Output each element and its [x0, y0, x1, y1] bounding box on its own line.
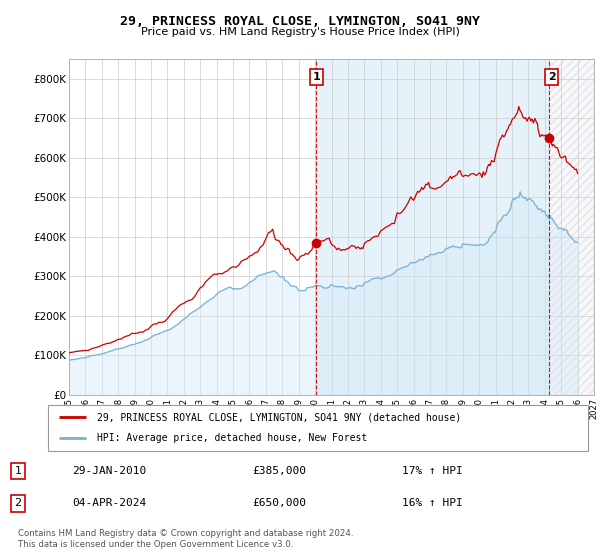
Text: 29, PRINCESS ROYAL CLOSE, LYMINGTON, SO41 9NY: 29, PRINCESS ROYAL CLOSE, LYMINGTON, SO4…: [120, 15, 480, 28]
Text: 04-APR-2024: 04-APR-2024: [72, 498, 146, 508]
Text: Price paid vs. HM Land Registry's House Price Index (HPI): Price paid vs. HM Land Registry's House …: [140, 27, 460, 37]
Text: 16% ↑ HPI: 16% ↑ HPI: [402, 498, 463, 508]
Text: 2: 2: [14, 498, 22, 508]
Text: 29, PRINCESS ROYAL CLOSE, LYMINGTON, SO41 9NY (detached house): 29, PRINCESS ROYAL CLOSE, LYMINGTON, SO4…: [97, 412, 461, 422]
Bar: [549, 59, 594, 395]
Text: £385,000: £385,000: [252, 466, 306, 476]
Text: HPI: Average price, detached house, New Forest: HPI: Average price, detached house, New …: [97, 433, 367, 444]
Text: 17% ↑ HPI: 17% ↑ HPI: [402, 466, 463, 476]
Text: 1: 1: [14, 466, 22, 476]
Bar: [315, 59, 549, 395]
Bar: [549, 59, 594, 395]
Text: 1: 1: [313, 72, 320, 82]
Bar: [549, 59, 594, 395]
Text: 2: 2: [548, 72, 556, 82]
Text: £650,000: £650,000: [252, 498, 306, 508]
Text: Contains HM Land Registry data © Crown copyright and database right 2024.
This d: Contains HM Land Registry data © Crown c…: [18, 529, 353, 549]
Text: 29-JAN-2010: 29-JAN-2010: [72, 466, 146, 476]
